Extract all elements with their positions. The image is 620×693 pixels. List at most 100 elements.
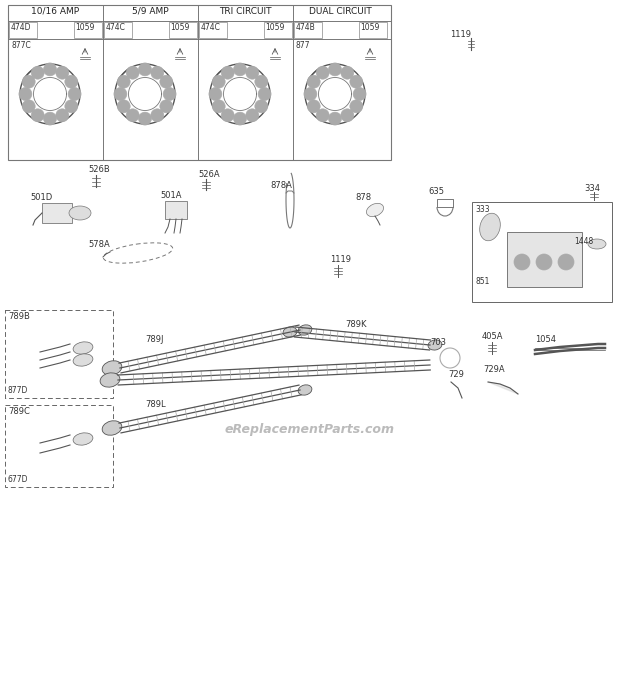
Text: 501A: 501A (160, 191, 182, 200)
Ellipse shape (73, 354, 93, 366)
Circle shape (65, 100, 78, 113)
Bar (104, 22, 132, 38)
Bar (74, 22, 102, 38)
Circle shape (22, 100, 35, 113)
Circle shape (126, 109, 140, 122)
Circle shape (221, 67, 234, 79)
Circle shape (316, 67, 329, 79)
Circle shape (350, 100, 363, 113)
Text: 1059: 1059 (360, 23, 379, 32)
Text: 703: 703 (430, 338, 446, 347)
Bar (294, 22, 322, 38)
Bar (165, 201, 187, 219)
Text: eReplacementParts.com: eReplacementParts.com (225, 423, 395, 437)
Circle shape (151, 109, 164, 122)
Text: 789B: 789B (8, 312, 30, 321)
Circle shape (316, 109, 329, 122)
Ellipse shape (298, 385, 312, 395)
Circle shape (138, 112, 151, 125)
Circle shape (43, 112, 56, 125)
Text: TRI CIRCUIT: TRI CIRCUIT (219, 7, 272, 16)
Circle shape (246, 67, 259, 79)
Circle shape (307, 76, 320, 88)
Circle shape (329, 112, 342, 125)
Circle shape (114, 87, 127, 100)
Circle shape (353, 87, 366, 100)
Text: 1448: 1448 (574, 237, 593, 246)
Bar (472, 202, 612, 302)
Circle shape (246, 109, 259, 122)
Text: 1059: 1059 (265, 23, 285, 32)
Text: 474C: 474C (106, 23, 126, 32)
Text: 1119: 1119 (330, 255, 351, 264)
Circle shape (163, 87, 176, 100)
Text: 474B: 474B (296, 23, 316, 32)
Circle shape (117, 100, 130, 113)
Bar (5, 405, 113, 487)
Ellipse shape (73, 433, 93, 445)
Bar (42, 203, 72, 223)
Circle shape (138, 63, 151, 76)
Circle shape (160, 76, 173, 88)
Text: 789C: 789C (8, 407, 30, 416)
Circle shape (68, 87, 81, 100)
Bar (5, 310, 113, 398)
Bar (264, 22, 292, 38)
Circle shape (258, 87, 271, 100)
Text: 5/9 AMP: 5/9 AMP (131, 7, 168, 16)
Text: 877C: 877C (11, 41, 31, 50)
Text: 1059: 1059 (75, 23, 94, 32)
Text: 405A: 405A (482, 332, 503, 341)
Bar (169, 22, 197, 38)
Bar (507, 232, 582, 287)
Circle shape (212, 100, 225, 113)
Circle shape (307, 100, 320, 113)
Circle shape (514, 254, 530, 270)
Text: 677D: 677D (8, 475, 29, 484)
Text: 878A: 878A (270, 181, 292, 190)
Circle shape (341, 67, 354, 79)
Circle shape (558, 254, 574, 270)
Text: 877: 877 (296, 41, 311, 50)
Circle shape (65, 76, 78, 88)
Circle shape (255, 76, 268, 88)
Text: 1119: 1119 (450, 30, 471, 39)
Ellipse shape (73, 342, 93, 354)
Circle shape (234, 63, 247, 76)
Text: 789J: 789J (145, 335, 164, 344)
Ellipse shape (298, 325, 312, 335)
Text: 526B: 526B (88, 165, 110, 174)
Circle shape (22, 76, 35, 88)
Ellipse shape (100, 373, 120, 387)
Bar (8, 5, 391, 160)
Circle shape (160, 100, 173, 113)
Text: DUAL CIRCUIT: DUAL CIRCUIT (309, 7, 371, 16)
Text: 334: 334 (584, 184, 600, 193)
Text: 789K: 789K (345, 320, 366, 329)
Circle shape (212, 76, 225, 88)
Text: 578A: 578A (88, 240, 110, 249)
Text: 789L: 789L (145, 400, 166, 409)
Text: 729: 729 (448, 370, 464, 379)
Ellipse shape (102, 421, 122, 435)
Circle shape (19, 87, 32, 100)
Text: 635: 635 (428, 187, 444, 196)
Text: 729A: 729A (483, 365, 505, 374)
Bar (359, 22, 387, 38)
Text: 526A: 526A (198, 170, 219, 179)
Text: 10/16 AMP: 10/16 AMP (31, 7, 79, 16)
Ellipse shape (588, 239, 606, 249)
Bar (9, 22, 37, 38)
Circle shape (536, 254, 552, 270)
Circle shape (221, 109, 234, 122)
Text: 877D: 877D (8, 386, 29, 395)
Circle shape (329, 63, 342, 76)
Circle shape (31, 67, 44, 79)
Text: 333: 333 (475, 205, 490, 214)
Text: 474C: 474C (201, 23, 221, 32)
Circle shape (117, 76, 130, 88)
Circle shape (255, 100, 268, 113)
Circle shape (43, 63, 56, 76)
Circle shape (234, 112, 247, 125)
Text: 474D: 474D (11, 23, 32, 32)
